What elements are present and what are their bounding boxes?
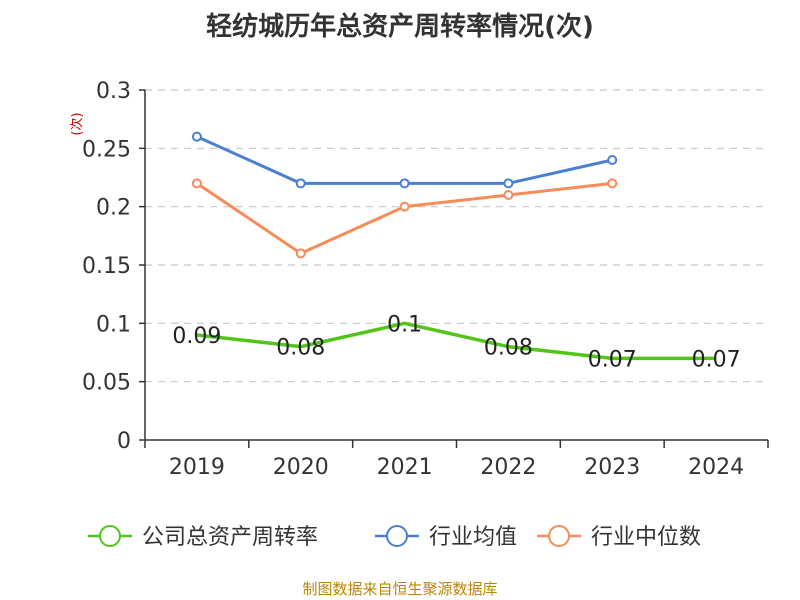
legend-item: 公司总资产周转率 — [88, 525, 318, 550]
x-tick-label: 2023 — [584, 455, 640, 480]
legend-marker — [548, 525, 570, 547]
data-point — [295, 248, 306, 259]
y-tick-label: 0 — [117, 429, 131, 454]
data-label: 0.09 — [172, 324, 221, 349]
y-tick-label: 0.2 — [96, 196, 131, 221]
y-tick-label: 0.05 — [82, 371, 131, 396]
x-tick-label: 2024 — [688, 455, 744, 480]
legend-item: 行业均值 — [375, 525, 517, 550]
x-tick-label: 2020 — [273, 455, 329, 480]
chart-title: 轻纺城历年总资产周转率情况(次) — [206, 12, 594, 42]
series-layer — [191, 131, 717, 361]
data-point — [191, 131, 202, 142]
data-point — [503, 190, 514, 200]
y-tick-label: 0.3 — [96, 79, 131, 104]
y-tick-label: 0.25 — [82, 137, 131, 162]
series-line — [196, 321, 717, 361]
x-tick-label: 2019 — [169, 455, 225, 480]
axis-layer: 0 0.05 0.1 0.15 0.2 0.25 0.3 2019 2020 2021 2022 20… — [82, 79, 769, 480]
data-label: 0.1 — [387, 312, 422, 337]
legend-label: 行业均值 — [429, 525, 517, 550]
data-label: 0.08 — [276, 336, 325, 361]
x-tick-label: 2022 — [480, 455, 536, 480]
data-point — [191, 178, 202, 189]
legend-marker — [386, 525, 408, 547]
legend-label: 行业中位数 — [591, 525, 701, 550]
data-point — [399, 201, 410, 212]
data-point — [295, 178, 306, 189]
source-note: 制图数据来自恒生聚源数据库 — [302, 580, 498, 598]
legend-marker — [99, 525, 121, 547]
legend-item: 行业中位数 — [537, 525, 701, 550]
data-point — [607, 155, 618, 165]
data-label: 0.08 — [484, 336, 533, 361]
series-line — [196, 135, 613, 185]
x-tick-label: 2021 — [377, 455, 433, 480]
data-label-layer: 0.09 0.08 0.1 0.08 0.07 0.07 — [172, 312, 740, 372]
data-label: 0.07 — [588, 347, 637, 372]
y-tick-label: 0.1 — [96, 312, 131, 337]
series-line — [196, 181, 613, 255]
legend-label: 公司总资产周转率 — [142, 525, 318, 550]
data-label: 0.07 — [692, 347, 741, 372]
data-point — [607, 178, 618, 189]
data-point — [399, 178, 410, 189]
data-point — [503, 178, 514, 189]
y-tick-label: 0.15 — [82, 254, 131, 279]
legend: 公司总资产周转率 行业均值 行业中位数 — [88, 525, 701, 550]
